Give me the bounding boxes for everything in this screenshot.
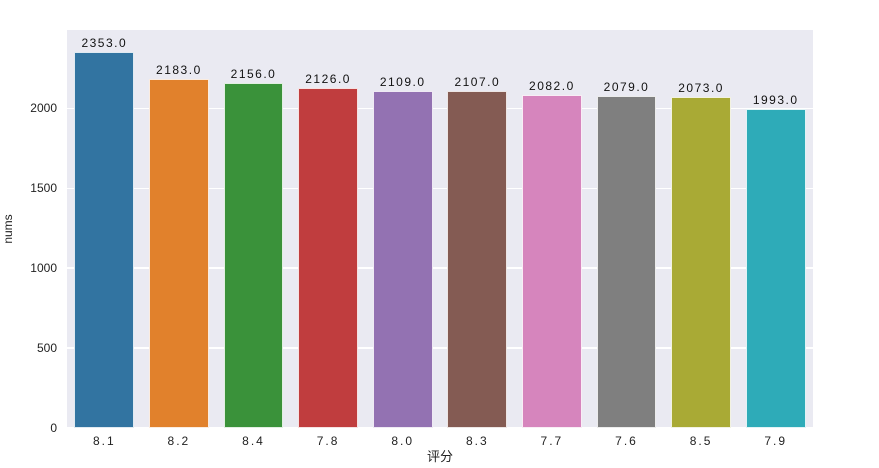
x-tick-label: 8.4 xyxy=(242,434,265,448)
bar-value-label: 2183.0 xyxy=(156,63,202,78)
bar-value-label: 2126.0 xyxy=(305,72,351,87)
y-tick-label: 500 xyxy=(36,341,57,356)
bar-value-label: 1993.0 xyxy=(752,93,799,108)
bar-value-label: 2079.0 xyxy=(603,79,650,94)
x-tick-label: 7.8 xyxy=(316,434,340,448)
bar xyxy=(149,79,209,428)
x-tick-label: 8.2 xyxy=(167,434,191,448)
bar xyxy=(298,88,358,428)
y-tick-label: 0 xyxy=(50,421,57,435)
plot-area xyxy=(67,30,813,429)
bar-value-label: 2353.0 xyxy=(81,35,128,50)
x-tick-label: 7.7 xyxy=(540,434,564,448)
bar xyxy=(372,90,433,428)
y-tick-label: 1000 xyxy=(30,261,57,276)
bar xyxy=(522,95,582,428)
bar-value-label: 2156.0 xyxy=(230,67,277,82)
x-tick-label: 8.5 xyxy=(689,434,713,448)
y-tick-label: 1500 xyxy=(30,181,57,196)
gridline xyxy=(67,267,813,269)
x-tick-label: 7.9 xyxy=(764,434,788,448)
x-tick-label: 8.1 xyxy=(92,434,116,448)
gridline xyxy=(67,187,813,189)
gridline xyxy=(67,347,813,349)
bar xyxy=(745,109,806,428)
gridline xyxy=(67,427,813,429)
bar-value-label: 2082.0 xyxy=(529,79,575,94)
bar-value-label: 2107.0 xyxy=(454,75,501,90)
bar xyxy=(223,83,284,428)
bar-value-label: 2073.0 xyxy=(678,80,724,95)
bar xyxy=(74,51,135,428)
bar-value-label: 2109.0 xyxy=(379,74,426,89)
x-tick-label: 7.6 xyxy=(615,434,638,448)
bar xyxy=(671,96,731,428)
y-tick-label: 2000 xyxy=(30,101,57,116)
y-axis-label: nums xyxy=(1,214,15,244)
x-axis-label: 评分 xyxy=(426,449,454,464)
x-tick-label: 8.3 xyxy=(465,434,489,448)
bar xyxy=(596,95,657,428)
bar xyxy=(447,91,508,428)
gridline xyxy=(67,107,813,110)
x-tick-label: 8.0 xyxy=(391,434,415,448)
